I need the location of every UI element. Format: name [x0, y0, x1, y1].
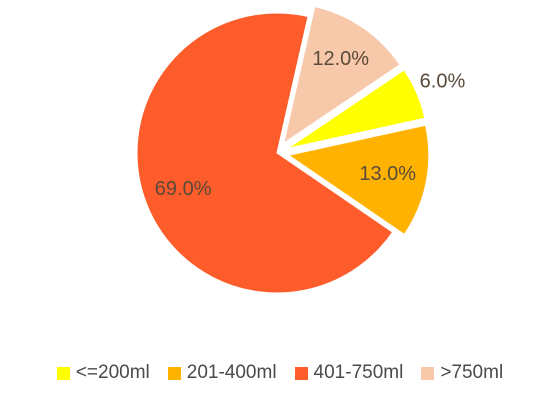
- legend-label-le200: <=200ml: [75, 362, 150, 383]
- chart-legend: <=200ml 201-400ml 401-750ml >750ml: [0, 362, 560, 384]
- legend-swatch-401-750: [294, 366, 308, 380]
- legend-item-201-400[interactable]: 201-400ml: [167, 362, 277, 384]
- pie-label-401-750: 69.0%: [155, 178, 212, 200]
- pie-slice-401-750[interactable]: [136, 12, 394, 294]
- legend-label-401-750: 401-750ml: [313, 362, 404, 383]
- legend-swatch-gt750: [421, 366, 435, 380]
- pie-label-le200: 6.0%: [420, 70, 466, 92]
- pie-label-gt750: 12.0%: [312, 48, 369, 70]
- legend-swatch-le200: [56, 366, 70, 380]
- pie-chart-svg: 6.0% 13.0% 69.0% 12.0%: [136, 5, 466, 294]
- legend-label-gt750: >750ml: [440, 362, 504, 383]
- pie-slice-le200[interactable]: [287, 69, 426, 149]
- legend-item-gt750[interactable]: >750ml: [421, 362, 503, 384]
- pie-slice-gt750[interactable]: [283, 5, 401, 145]
- legend-item-401-750[interactable]: 401-750ml: [294, 362, 404, 384]
- pie-slice-201-400[interactable]: [287, 124, 430, 236]
- pie-label-201-400: 13.0%: [359, 163, 416, 185]
- legend-swatch-201-400: [167, 366, 181, 380]
- legend-item-le200[interactable]: <=200ml: [56, 362, 150, 384]
- legend-label-201-400: 201-400ml: [186, 362, 277, 383]
